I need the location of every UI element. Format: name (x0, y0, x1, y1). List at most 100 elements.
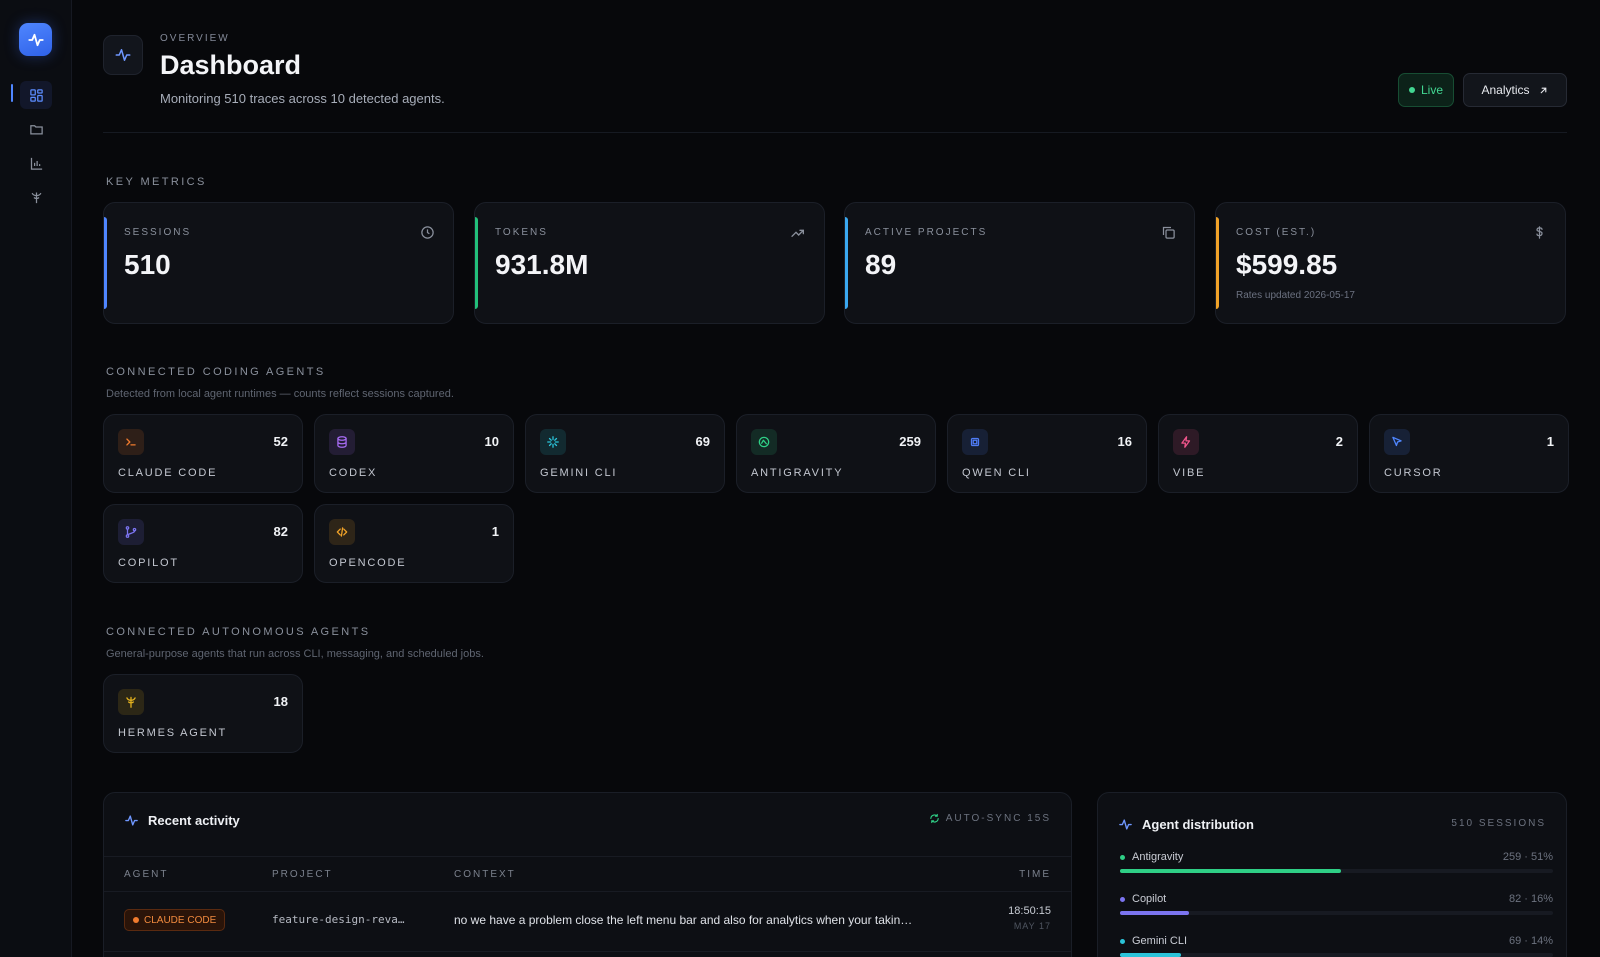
live-label: Live (1420, 83, 1443, 97)
metric-label: COST (EST.) (1236, 227, 1317, 238)
metric-label: ACTIVE PROJECTS (865, 227, 988, 238)
autonomous-agents-heading: CONNECTED AUTONOMOUS AGENTS (106, 626, 371, 638)
metric-note: Rates updated 2026-05-17 (1236, 290, 1355, 301)
agent-name: QWEN CLI (962, 467, 1031, 479)
terminal-icon (126, 438, 136, 446)
col-time: TIME (1019, 869, 1051, 880)
nav-dashboard[interactable] (20, 81, 52, 109)
agent-count: 1 (1546, 434, 1554, 449)
distribution-track (1120, 869, 1553, 873)
row-context: no we have a problem close the left menu… (454, 913, 913, 927)
agent-card-claude-code[interactable]: 52 CLAUDE CODE (103, 414, 303, 493)
series-dot-icon (1120, 897, 1125, 902)
agent-card-codex[interactable]: 10 CODEX (314, 414, 514, 493)
metric-card-tokens: TOKENS 931.8M (474, 202, 825, 324)
agent-icon-wrap (751, 429, 777, 455)
row-project: feature-design-reva… (272, 913, 405, 926)
agent-card-vibe[interactable]: 2 VIBE (1158, 414, 1358, 493)
agent-count: 1 (491, 524, 499, 539)
agent-icon-wrap (329, 429, 355, 455)
agent-icon-wrap (118, 689, 144, 715)
coding-agents-heading: CONNECTED CODING AGENTS (106, 366, 326, 378)
analytics-button[interactable]: Analytics (1463, 73, 1567, 107)
agent-card-opencode[interactable]: 1 OPENCODE (314, 504, 514, 583)
agent-count: 16 (1117, 434, 1132, 449)
agent-card-hermes-agent[interactable]: 18 HERMES AGENT (103, 674, 303, 753)
nav-hermes[interactable] (20, 183, 52, 211)
analytics-label: Analytics (1481, 83, 1530, 97)
metric-value: 89 (865, 249, 897, 280)
metric-accent (104, 217, 107, 309)
agent-card-cursor[interactable]: 1 CURSOR (1369, 414, 1569, 493)
grid-icon (29, 88, 43, 102)
chip-icon (970, 437, 980, 447)
sidebar (0, 0, 72, 957)
database-icon (337, 436, 347, 448)
agent-name: CURSOR (1384, 467, 1443, 479)
table-header: AGENT PROJECT CONTEXT TIME (104, 856, 1071, 892)
nav-active-indicator (11, 84, 13, 102)
sync-icon (929, 813, 939, 824)
live-dot-icon (1408, 87, 1415, 93)
agent-count: 2 (1335, 434, 1343, 449)
metric-accent (1216, 217, 1219, 309)
autonomous-agents-subtitle: General-purpose agents that run across C… (106, 648, 484, 660)
metric-value: 931.8M (495, 249, 589, 280)
distribution-value: 82 · 16% (1508, 893, 1553, 905)
col-context: CONTEXT (454, 869, 516, 880)
app-logo[interactable] (19, 23, 52, 56)
agent-card-qwen-cli[interactable]: 16 QWEN CLI (947, 414, 1147, 493)
coding-agents-subtitle: Detected from local agent runtimes — cou… (106, 388, 454, 400)
metric-value: $599.85 (1236, 249, 1338, 280)
live-button[interactable]: Live (1398, 73, 1454, 107)
cursor-icon (1392, 436, 1402, 447)
agent-name: VIBE (1173, 467, 1206, 479)
distribution-fill (1120, 953, 1181, 957)
agent-card-gemini-cli[interactable]: 69 GEMINI CLI (525, 414, 725, 493)
distribution-fill (1120, 911, 1190, 915)
recent-activity-title: Recent activity (148, 813, 240, 828)
distribution-value: 259 · 51% (1502, 851, 1553, 863)
agent-name: CLAUDE CODE (118, 467, 218, 479)
bolt-icon (1181, 436, 1191, 448)
branch-icon (125, 526, 137, 538)
caduceus-icon (126, 696, 136, 708)
agent-card-antigravity[interactable]: 259 ANTIGRAVITY (736, 414, 936, 493)
bar-chart-icon (30, 157, 42, 170)
distribution-value: 69 · 14% (1508, 935, 1553, 947)
agent-icon-wrap (329, 519, 355, 545)
header-icon (103, 35, 143, 75)
agent-count: 82 (273, 524, 288, 539)
col-project: PROJECT (272, 869, 333, 880)
agent-name: ANTIGRAVITY (751, 467, 844, 479)
page-title: Dashboard (160, 50, 302, 80)
nav-analytics[interactable] (20, 149, 52, 177)
clock-icon (421, 226, 434, 239)
agent-count: 18 (273, 694, 288, 709)
metric-card-cost: COST (EST.) $599.85 Rates updated 2026-0… (1215, 202, 1566, 324)
code-icon (336, 527, 348, 537)
row-divider (104, 951, 1071, 952)
agent-card-copilot[interactable]: 82 COPILOT (103, 504, 303, 583)
agent-icon-wrap (1384, 429, 1410, 455)
agent-count: 69 (695, 434, 710, 449)
pulse-icon (125, 815, 138, 826)
auto-sync-indicator[interactable]: AUTO-SYNC 15S (929, 813, 1051, 824)
agent-icon-wrap (540, 429, 566, 455)
copy-icon (1162, 226, 1175, 239)
agent-distribution-title: Agent distribution (1142, 817, 1254, 832)
metric-label: TOKENS (495, 227, 548, 238)
distribution-name: Antigravity (1132, 851, 1184, 863)
auto-sync-label: AUTO-SYNC 15S (945, 813, 1051, 824)
distribution-name: Gemini CLI (1132, 935, 1188, 947)
arrow-up-right-icon (1540, 87, 1546, 93)
pulse-icon (27, 33, 44, 46)
table-row[interactable]: CLAUDE CODE feature-design-reva… no we h… (104, 893, 1071, 951)
agent-name: HERMES AGENT (118, 727, 228, 739)
distribution-total: 510 SESSIONS (1451, 818, 1546, 829)
metric-label: SESSIONS (124, 227, 192, 238)
nav-projects[interactable] (20, 115, 52, 143)
metric-card-active-projects: ACTIVE PROJECTS 89 (844, 202, 1195, 324)
metric-accent (845, 217, 848, 309)
agent-name: COPILOT (118, 557, 179, 569)
